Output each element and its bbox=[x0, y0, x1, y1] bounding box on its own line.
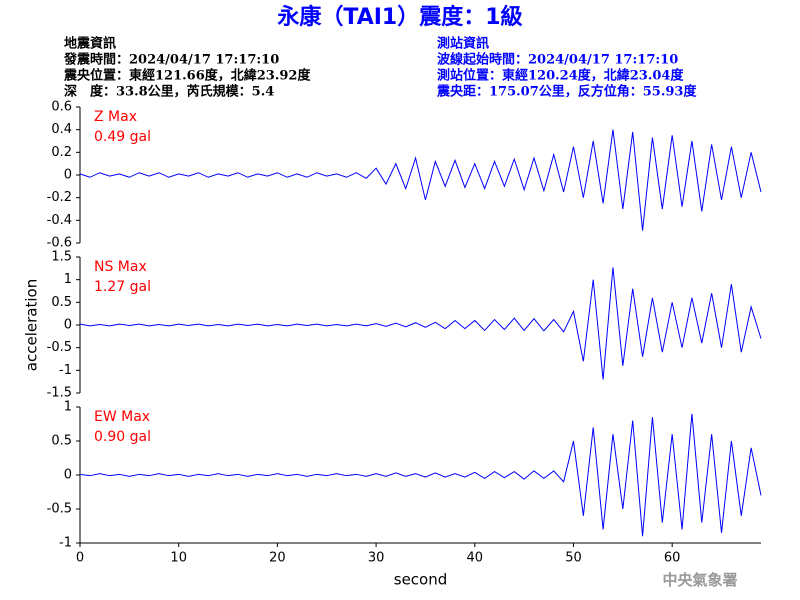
x-tick-label: 60 bbox=[664, 551, 681, 566]
waveform bbox=[79, 129, 762, 231]
info-line: 地震資訊 bbox=[64, 36, 116, 52]
y-tick-label: -0.4 bbox=[47, 213, 72, 228]
y-tick-label: 1 bbox=[64, 272, 72, 287]
x-axis-label: second bbox=[394, 571, 448, 589]
y-tick-label: 0.5 bbox=[51, 295, 72, 310]
max-label: 0.49 gal bbox=[94, 129, 151, 145]
max-label: NS Max bbox=[94, 259, 147, 275]
y-tick-label: 1 bbox=[64, 400, 72, 415]
info-line: 震央距：175.07公里，反方位角：55.93度 bbox=[436, 84, 697, 100]
x-tick-label: 10 bbox=[170, 551, 187, 566]
station-info: 測站資訊 波線起始時間：2024/04/17 17:17:10 測站位置：東經1… bbox=[436, 36, 697, 100]
info-line: 發震時間：2024/04/17 17:17:10 bbox=[63, 52, 279, 68]
y-tick-label: -1 bbox=[59, 363, 72, 378]
y-tick-label: 0 bbox=[64, 468, 72, 483]
y-tick-label: 0.4 bbox=[51, 122, 72, 137]
max-label: Z Max bbox=[94, 109, 137, 125]
title: 永康（TAI1）震度：1級 bbox=[277, 4, 522, 30]
max-label: 0.90 gal bbox=[94, 429, 151, 445]
info-line: 震央位置：東經121.66度，北緯23.92度 bbox=[63, 68, 311, 84]
y-tick-label: 0.2 bbox=[51, 145, 72, 160]
info-line: 測站位置：東經120.24度，北緯23.04度 bbox=[437, 68, 684, 84]
info-line: 波線起始時間：2024/04/17 17:17:10 bbox=[437, 52, 678, 68]
info-line: 測站資訊 bbox=[437, 36, 489, 52]
y-tick-label: -0.6 bbox=[47, 236, 72, 251]
y-tick-label: -0.5 bbox=[47, 502, 72, 517]
event-info: 地震資訊 發震時間：2024/04/17 17:17:10 震央位置：東經121… bbox=[63, 36, 311, 100]
max-label: EW Max bbox=[94, 409, 150, 425]
info-line: 深 度：33.8公里，芮氏規模：5.4 bbox=[64, 84, 274, 100]
y-tick-label: -1.5 bbox=[47, 386, 72, 401]
x-tick-label: 0 bbox=[76, 551, 84, 566]
y-tick-label: 0.5 bbox=[51, 434, 72, 449]
y-axis-label: acceleration bbox=[23, 279, 41, 371]
y-tick-label: -1 bbox=[59, 536, 72, 551]
footer: 中央氣象署 bbox=[662, 571, 737, 589]
waveform bbox=[79, 267, 762, 380]
y-tick-label: 1.5 bbox=[51, 250, 72, 265]
y-tick-label: -0.2 bbox=[47, 190, 72, 205]
max-label: 1.27 gal bbox=[94, 279, 151, 295]
x-tick-label: 20 bbox=[269, 551, 286, 566]
y-tick-label: 0.6 bbox=[51, 100, 72, 115]
y-tick-label: -0.5 bbox=[47, 340, 72, 355]
y-tick-label: 0 bbox=[64, 318, 72, 333]
x-tick-label: 30 bbox=[368, 551, 385, 566]
y-tick-label: 0 bbox=[64, 168, 72, 183]
x-tick-label: 40 bbox=[467, 551, 484, 566]
waveform bbox=[79, 413, 762, 537]
x-tick-label: 50 bbox=[565, 551, 582, 566]
